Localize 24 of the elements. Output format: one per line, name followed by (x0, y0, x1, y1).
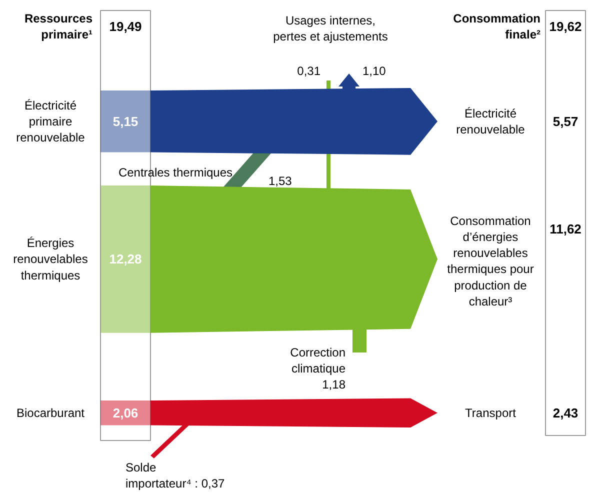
text: Ressources primaire¹ (24, 11, 93, 42)
category-label: Électricité primaire renouvelable (16, 98, 86, 144)
text: Correction climatique (290, 345, 346, 376)
text: Usages internes, pertes et ajustements (273, 13, 388, 44)
data-label: 2,06 (112, 405, 138, 420)
text: 1,18 (322, 378, 346, 392)
category-label: Biocarburant (16, 406, 86, 420)
text: 1,10 (362, 64, 386, 78)
text: Centrales thermiques (118, 166, 233, 180)
data-label: 12,28 (109, 252, 142, 267)
text: 19,49 (109, 19, 142, 34)
data-label: 5,15 (112, 114, 138, 129)
text: 0,31 (297, 64, 321, 78)
data-label: 2,43 (552, 405, 578, 420)
text: Solde importateur⁴ : 0,37 (126, 460, 226, 491)
text: Consommation finale² (453, 11, 541, 42)
data-label: 11,62 (550, 222, 582, 237)
data-label: 5,57 (552, 114, 578, 129)
text: Électricité renouvelable (456, 106, 526, 136)
text: 1,53 (268, 174, 292, 188)
text: Transport (465, 406, 517, 420)
text: 19,62 (549, 19, 582, 34)
category-label: Énergies renouvelables thermiques (13, 236, 88, 282)
text: Consommation d’énergies renouvelables thermiques pour production de chaleur³ (447, 214, 534, 308)
